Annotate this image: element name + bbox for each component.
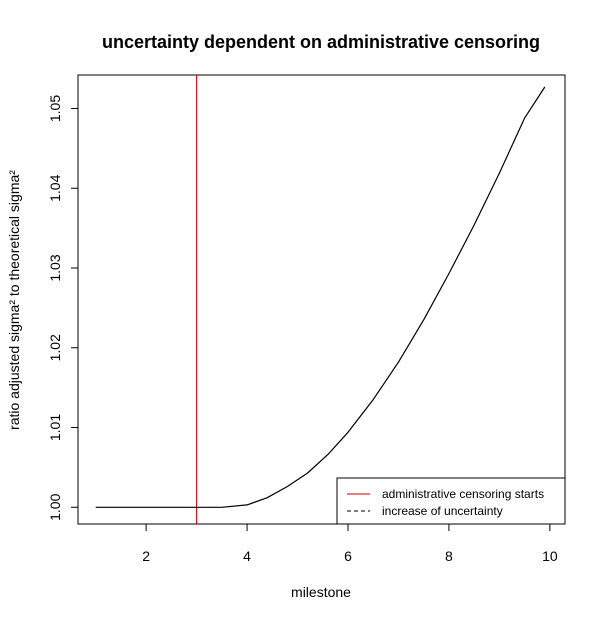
y-tick-label: 1.00 — [47, 493, 63, 520]
x-axis: 2 4 6 8 10 — [142, 523, 558, 564]
x-tick-label: 6 — [344, 548, 352, 564]
x-tick-label: 2 — [142, 548, 150, 564]
legend-label-uncertainty: increase of uncertainty — [382, 504, 503, 518]
y-tick-label: 1.01 — [47, 414, 63, 441]
y-tick-label: 1.02 — [47, 334, 63, 361]
plot-marks — [95, 75, 546, 524]
legend: administrative censoring starts increase… — [336, 477, 566, 525]
x-tick-label: 10 — [542, 548, 558, 564]
x-tick-label: 8 — [445, 548, 453, 564]
x-axis-label: milestone — [291, 584, 351, 600]
x-tick-label: 4 — [243, 548, 251, 564]
uncertainty-curve — [95, 86, 546, 508]
legend-label-censoring: administrative censoring starts — [382, 487, 544, 501]
y-tick-label: 1.04 — [47, 174, 63, 201]
legend-box — [336, 477, 566, 525]
plot-frame — [77, 74, 566, 525]
y-axis-label: ratio adjusted sigma² to theoretical sig… — [6, 170, 22, 430]
y-tick-label: 1.05 — [47, 95, 63, 122]
y-tick-label: 1.03 — [47, 254, 63, 281]
chart-title: uncertainty dependent on administrative … — [102, 32, 540, 52]
y-axis: 1.00 1.01 1.02 1.03 1.04 1.05 — [47, 95, 79, 521]
